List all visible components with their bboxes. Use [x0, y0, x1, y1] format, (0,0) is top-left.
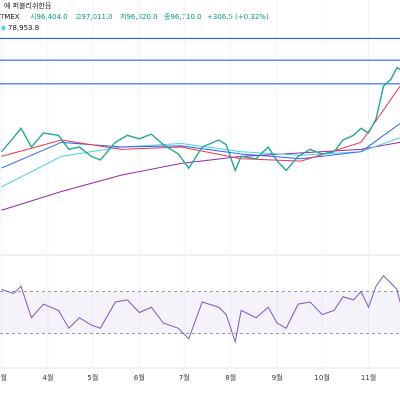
- series-line: [1, 137, 400, 188]
- series-line: [1, 85, 400, 162]
- low: 저96,320.0: [120, 12, 158, 21]
- x-tick-label: 6월: [134, 373, 145, 382]
- x-tick-label: 3월: [0, 373, 7, 382]
- x-tick-label: 10월: [314, 373, 329, 382]
- series-line: [0, 66, 400, 173]
- x-tick-label: 7월: [179, 373, 190, 382]
- series-line: [1, 141, 400, 211]
- x-tick-label: 8월: [225, 373, 236, 382]
- x-tick-label: 5월: [87, 373, 98, 382]
- symbol: TMEX: [0, 13, 20, 21]
- x-tick-label: 4월: [42, 373, 53, 382]
- high: 고97,011.0: [75, 13, 113, 21]
- rsi-band-fill: [0, 291, 400, 334]
- series-line: [1, 123, 400, 169]
- change: +306.5 (+0.32%): [207, 13, 269, 21]
- ohlc-legend: TMEX 시96,404.0 고97,011.0 저96,320.0 종96,7…: [0, 12, 269, 21]
- open: 시96,404.0: [30, 13, 68, 21]
- x-tick-label: 9월: [272, 373, 283, 382]
- close: 종96,710.0: [164, 13, 202, 21]
- publish-note: 에 퍼블리쉬한듬: [4, 1, 52, 10]
- x-tick-label: 11월: [361, 373, 376, 382]
- ma-value: 78,953.8: [8, 24, 39, 32]
- series-line: [1, 274, 400, 344]
